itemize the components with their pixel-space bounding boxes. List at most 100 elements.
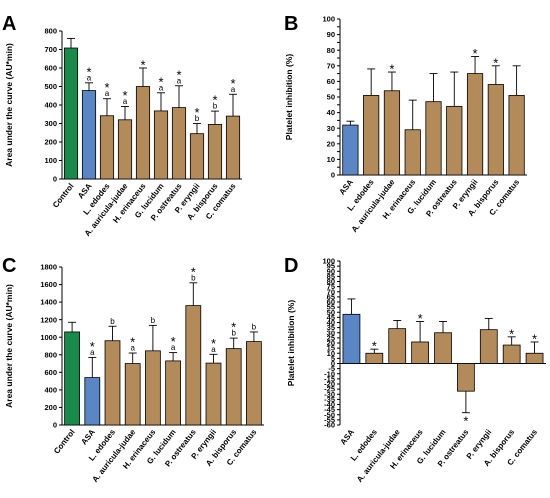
y-tick-label: 70 xyxy=(327,287,335,296)
panel-c: C 0 200 400 600 800 1000 1200 1400 1600 1800 Area u… xyxy=(2,255,264,484)
bar-a-auricula-judae xyxy=(388,328,407,364)
significance-label: a xyxy=(177,76,182,85)
bar-p-ostreatus xyxy=(171,107,187,180)
significance-label: * xyxy=(90,339,95,354)
y-tick-label: 70 xyxy=(327,61,335,70)
panel-b: B 0 10 20 30 40 50 60 70 80 90 100 Platelet inhibiti… xyxy=(284,13,527,234)
panel-letter: A xyxy=(2,13,16,35)
y-tick-label: 60 xyxy=(327,298,335,307)
y-tick-label: 0 xyxy=(331,359,335,368)
y-tick-label: 0 xyxy=(331,171,335,180)
y-tick-label: 85 xyxy=(327,272,335,281)
bar-p-eryngii xyxy=(189,133,205,180)
bar-asa xyxy=(84,377,101,426)
y-tick-label: 75 xyxy=(327,282,335,291)
panel-a: A 0 100 200 300 400 500 600 700 800 Area under the… xyxy=(2,13,242,238)
significance-label: * xyxy=(140,58,145,73)
x-tick-label: ASA xyxy=(337,178,355,197)
y-axis-title: Platelet inhibition (%) xyxy=(284,54,294,141)
significance-label: * xyxy=(130,335,135,350)
bar-l-edodes xyxy=(99,115,115,180)
significance-label: * xyxy=(86,64,91,79)
significance-label: a xyxy=(123,97,128,106)
y-tick-label: 500 xyxy=(44,82,57,91)
y-tick-label: 600 xyxy=(44,368,57,377)
y-tick-label: 90 xyxy=(327,30,335,39)
significance-label: * xyxy=(171,334,176,349)
bar-p-ostreatus xyxy=(446,105,463,176)
y-tick-label: 40 xyxy=(327,108,335,117)
bar-a-bisporus xyxy=(487,84,504,176)
y-tick-label: 700 xyxy=(44,45,57,54)
y-tick-label: -50 xyxy=(324,410,335,419)
significance-label: * xyxy=(191,264,196,279)
panel-d: D-60-55-50-45-40-35-30-25-20-15-10-50510… xyxy=(284,255,546,484)
bar-p-eryngii xyxy=(205,362,222,426)
y-tick-label: 60 xyxy=(327,77,335,86)
significance-label: * xyxy=(230,76,235,91)
significance-label: a xyxy=(87,73,92,82)
significance-label: a xyxy=(171,343,176,352)
significance-label: b xyxy=(110,317,115,326)
x-tick-label: ASA xyxy=(339,428,357,447)
y-tick-label: 600 xyxy=(44,64,57,73)
y-tick-label: -35 xyxy=(324,395,335,404)
y-tick-label: 400 xyxy=(44,101,57,110)
bar-g-lucidum xyxy=(165,360,181,426)
y-tick-label: 55 xyxy=(327,303,335,312)
y-tick-label: -25 xyxy=(324,385,335,394)
significance-label: a xyxy=(159,83,164,92)
significance-label: * xyxy=(211,336,216,351)
x-tick-label: Control xyxy=(52,428,77,456)
bar-p-eryngii xyxy=(466,73,484,176)
y-tick-label: 30 xyxy=(327,328,335,337)
bar-asa xyxy=(342,124,359,176)
significance-label: * xyxy=(104,80,109,95)
y-tick-label: -40 xyxy=(324,400,335,409)
significance-label: a xyxy=(130,344,135,353)
y-tick-label: 100 xyxy=(44,156,57,165)
y-tick-label: 1800 xyxy=(40,263,57,272)
significance-label: b xyxy=(252,322,257,331)
bar-control xyxy=(63,47,79,180)
bar-l-edodes xyxy=(363,95,380,176)
significance-label: * xyxy=(176,67,181,82)
y-tick-label: 45 xyxy=(327,313,335,322)
bar-c-comatus xyxy=(508,95,525,176)
y-tick-label: 80 xyxy=(327,46,335,55)
y-tick-label: 1600 xyxy=(40,280,57,289)
significance-label: * xyxy=(463,414,468,429)
y-tick-label: -20 xyxy=(324,380,335,389)
significance-label: * xyxy=(122,88,127,103)
significance-label: * xyxy=(158,74,163,89)
y-tick-label: 800 xyxy=(44,27,57,36)
y-tick-label: -10 xyxy=(324,369,335,378)
significance-label: * xyxy=(389,62,394,77)
bar-g-lucidum xyxy=(153,110,169,180)
panel-letter: B xyxy=(284,13,298,35)
y-tick-label: 5 xyxy=(331,354,335,363)
significance-label: a xyxy=(90,348,95,357)
significance-label: a xyxy=(231,85,236,94)
y-tick-label: 30 xyxy=(327,124,335,133)
y-tick-label: 0 xyxy=(53,421,57,430)
y-tick-label: 400 xyxy=(44,385,57,394)
y-tick-label: 1000 xyxy=(40,333,57,342)
y-tick-label: 20 xyxy=(327,139,335,148)
bar-h-erinaceus xyxy=(411,341,429,364)
y-tick-label: -45 xyxy=(324,405,335,414)
y-tick-label: -15 xyxy=(324,374,335,383)
y-tick-label: -60 xyxy=(324,421,335,430)
y-tick-label: 50 xyxy=(327,93,335,102)
y-axis-title: Area under the curve (AU*min) xyxy=(4,43,14,167)
y-tick-label: 35 xyxy=(327,323,335,332)
y-tick-label: 65 xyxy=(327,292,335,301)
significance-label: b xyxy=(151,316,156,325)
y-tick-label: 1400 xyxy=(40,298,57,307)
significance-label: a xyxy=(211,345,216,354)
bar-asa xyxy=(342,313,361,364)
panel-letter: C xyxy=(2,255,16,277)
y-tick-label: 10 xyxy=(327,349,335,358)
bar-g-lucidum xyxy=(425,101,442,176)
bar-g-lucidum xyxy=(434,332,452,364)
